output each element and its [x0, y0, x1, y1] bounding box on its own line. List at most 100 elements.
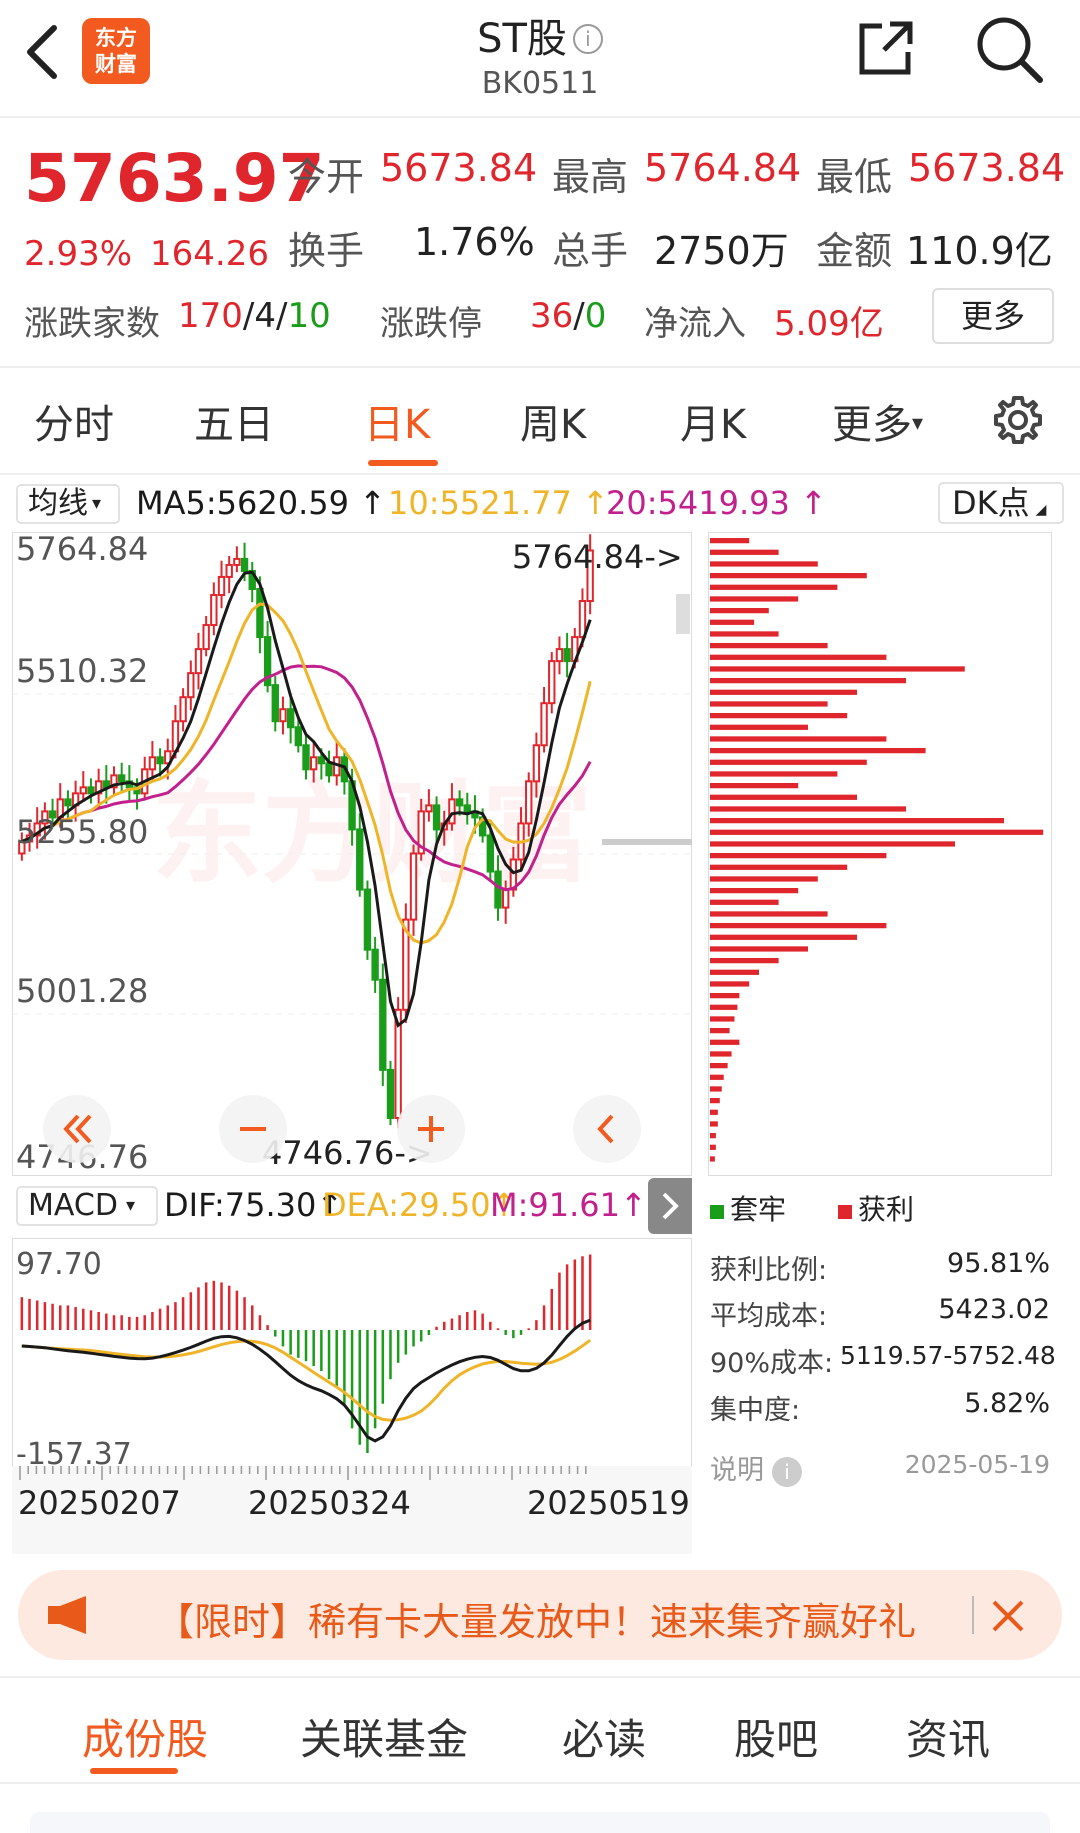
inflow-label: 净流入: [644, 304, 746, 344]
candle-body: [286, 708, 295, 729]
chip-bar: [710, 1016, 735, 1022]
candle-body: [455, 798, 464, 807]
chip-bar: [710, 829, 1044, 835]
chip-bar: [710, 923, 887, 929]
ma20-value: 20:5419.93 ↑: [606, 484, 827, 522]
chip-bar: [710, 584, 838, 590]
expand-panel-button[interactable]: [648, 1178, 692, 1234]
chip-bar: [710, 654, 887, 660]
zoom-out-icon[interactable]: [218, 1094, 288, 1164]
breadth-label: 涨跌家数: [24, 304, 160, 344]
macd-m: M:91.61↑: [490, 1186, 647, 1224]
ma5-line: [21, 570, 592, 1028]
tab-more[interactable]: 更多▾: [832, 402, 924, 448]
open-label: 今开: [288, 155, 365, 199]
tab-must-read[interactable]: 必读: [562, 1715, 647, 1764]
candle-body: [110, 774, 118, 789]
chip-bar: [710, 1121, 718, 1127]
candle-body: [463, 804, 471, 813]
tab-constituents[interactable]: 成份股: [82, 1715, 209, 1764]
candle-body: [48, 810, 57, 819]
candle-body: [494, 870, 502, 909]
candle-body: [356, 828, 364, 891]
low-label: 最低: [816, 155, 893, 199]
share-icon[interactable]: [856, 18, 916, 78]
chip-bar: [710, 934, 857, 940]
ma-selector[interactable]: 均线 ▾: [16, 484, 120, 524]
chip-note[interactable]: 说明 i: [710, 1448, 802, 1487]
candle-body: [279, 708, 287, 723]
low-value: 5673.84: [908, 146, 1066, 190]
tab-weekly-k[interactable]: 周K: [520, 402, 587, 448]
list-header-placeholder: [30, 1812, 1050, 1833]
candle-body: [256, 587, 264, 639]
tab-intraday[interactable]: 分时: [34, 402, 114, 448]
ma10-line: [21, 602, 592, 945]
high-marker: 5764.84->: [512, 538, 683, 576]
red-square-icon: [838, 1205, 852, 1219]
chip-bar: [710, 1109, 718, 1115]
chip-bar: [710, 899, 779, 905]
tab-five-day[interactable]: 五日: [194, 402, 274, 448]
limit-label: 涨跌停: [380, 304, 482, 344]
back-icon[interactable]: [18, 22, 68, 82]
concentration-label: 集中度:: [710, 1395, 801, 1426]
tab-daily-k[interactable]: 日K: [364, 402, 431, 448]
chip-bar: [710, 1063, 728, 1069]
dk-points-button[interactable]: DK点 ◢: [938, 482, 1064, 524]
turnover-label: 换手: [288, 229, 365, 273]
info-icon[interactable]: i: [572, 24, 603, 54]
chip-bar: [710, 1086, 722, 1092]
candle-body: [525, 780, 533, 825]
macd-dif: DIF:75.30↑: [164, 1186, 344, 1224]
candle-body: [117, 774, 126, 783]
zoom-in-icon[interactable]: [396, 1094, 466, 1164]
macd-tick-bottom: -157.37: [16, 1437, 132, 1470]
profit-ratio-value: 95.81%: [947, 1248, 1050, 1279]
bottom-tab-underline: [90, 1768, 178, 1774]
chip-bar: [710, 911, 828, 917]
candle-body: [179, 696, 187, 723]
tab-monthly-k[interactable]: 月K: [680, 402, 747, 448]
chevron-right-icon: [662, 1192, 679, 1220]
volume-marker: [676, 594, 690, 634]
candle-body: [379, 978, 387, 1071]
close-icon[interactable]: [990, 1598, 1026, 1634]
scroll-left-fast-icon[interactable]: [42, 1094, 112, 1164]
avg-cost-label: 平均成本:: [710, 1301, 828, 1332]
macd-selector[interactable]: MACD ▾: [16, 1186, 158, 1226]
macd-chart[interactable]: 97.70 -157.37: [12, 1238, 692, 1470]
candle-body: [325, 762, 333, 777]
candle-body: [202, 624, 210, 651]
chip-bar: [710, 643, 828, 649]
kline-chart[interactable]: 东方财富 5764.84 5510.32 5255.80 5001.28 474…: [12, 532, 692, 1176]
caret-down-icon: ▾: [125, 1195, 135, 1216]
ma10-value: 10:5521.77 ↑: [388, 484, 609, 522]
search-icon[interactable]: [974, 14, 1046, 86]
tab-related-funds[interactable]: 关联基金: [300, 1715, 469, 1764]
chip-bar: [710, 958, 779, 964]
scroll-left-icon[interactable]: [572, 1094, 642, 1164]
candle-body: [233, 557, 241, 566]
chip-bar: [710, 689, 857, 695]
promo-text[interactable]: 【限时】稀有卡大量发放中！速来集齐赢好礼: [156, 1600, 917, 1644]
candle-body: [217, 575, 226, 596]
y-tick-3: 5255.80: [16, 813, 148, 851]
more-button[interactable]: 更多: [932, 288, 1054, 344]
chip-bar: [710, 724, 808, 730]
candle-body: [578, 600, 587, 639]
tab-news[interactable]: 资讯: [906, 1715, 991, 1764]
chip-bar: [710, 748, 926, 754]
tab-forum[interactable]: 股吧: [734, 1715, 819, 1764]
settings-gear-icon[interactable]: [990, 392, 1046, 448]
chip-bar: [710, 853, 887, 859]
candle-body: [363, 888, 372, 951]
sector-code: BK0511: [481, 66, 599, 101]
candle-body: [225, 563, 233, 578]
candle-body: [532, 744, 541, 783]
green-square-icon: [710, 1205, 724, 1219]
promo-banner[interactable]: [18, 1570, 1062, 1660]
candle-body: [148, 756, 157, 771]
candle-body: [64, 798, 72, 807]
chip-bar: [710, 794, 857, 800]
